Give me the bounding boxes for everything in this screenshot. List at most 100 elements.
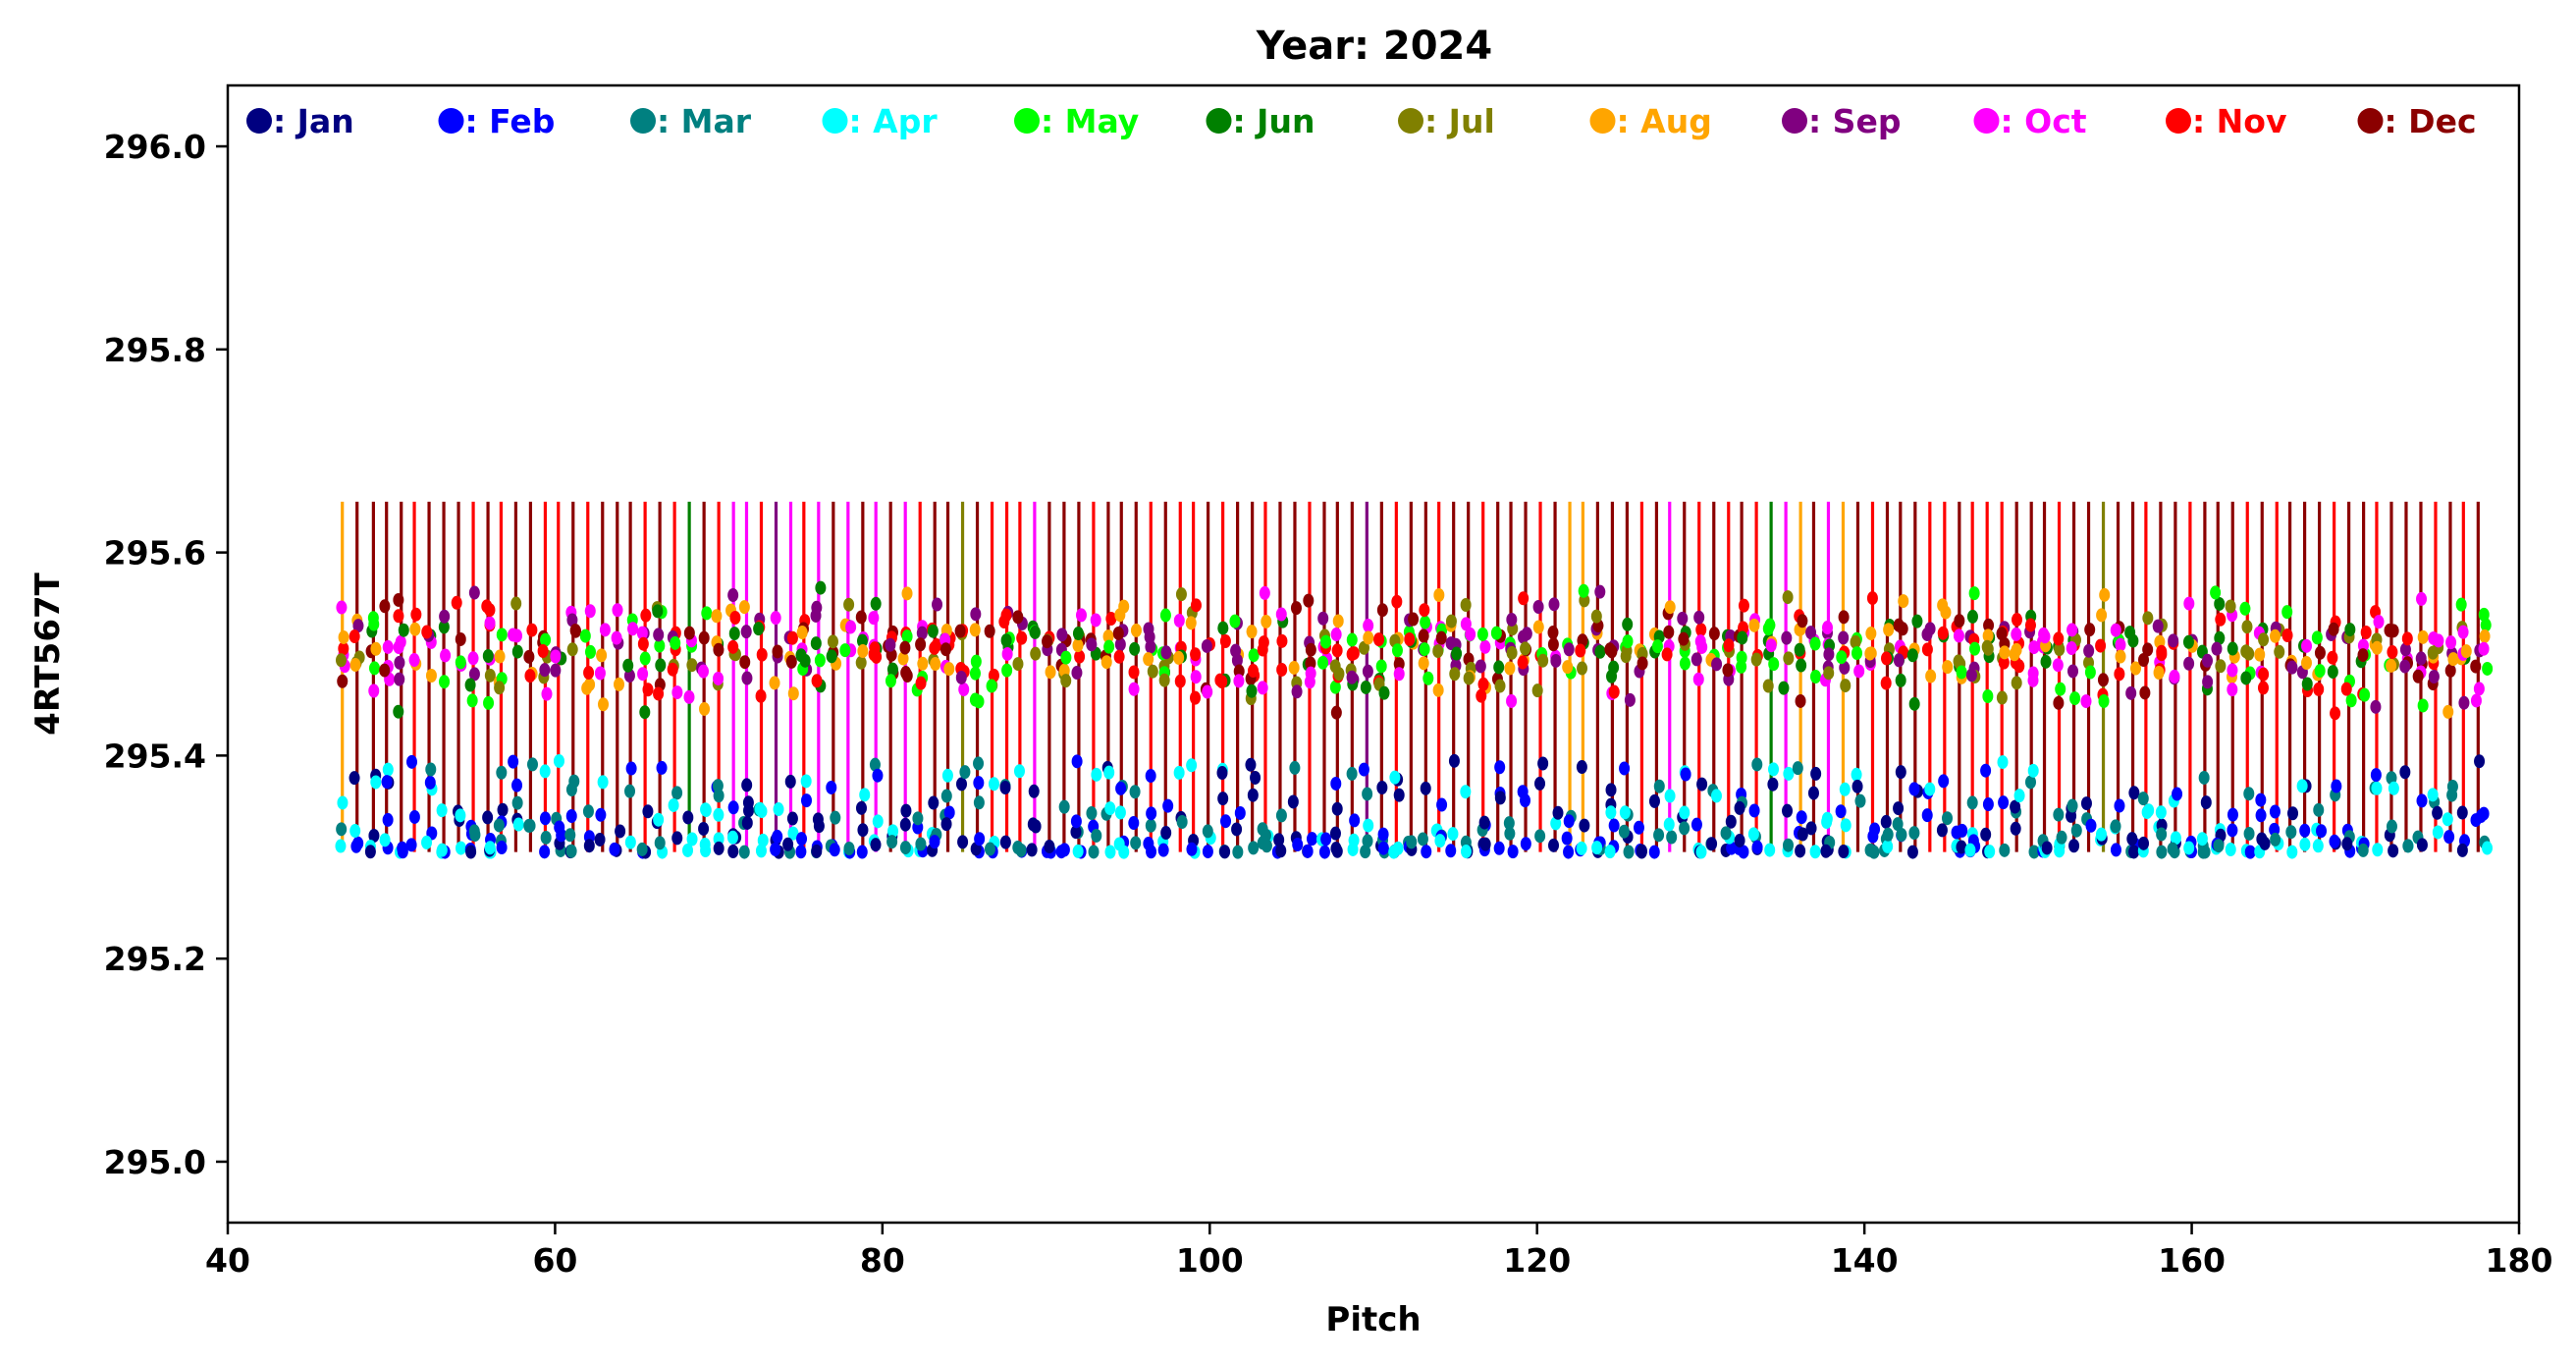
data-point (2202, 675, 2214, 689)
data-point (2054, 642, 2066, 657)
chart-title: Year: 2024 (1256, 24, 1492, 69)
data-point (984, 624, 995, 638)
data-point (974, 832, 986, 847)
data-point (2386, 658, 2397, 673)
data-point (2286, 660, 2298, 675)
data-point (999, 835, 1011, 849)
data-point (929, 835, 940, 849)
data-point (1663, 817, 1675, 832)
data-point (2066, 641, 2077, 656)
data-point (338, 641, 349, 656)
data-point (1503, 816, 1515, 831)
data-point (1216, 766, 1228, 781)
data-point (624, 835, 636, 849)
data-point (868, 611, 880, 626)
data-point (494, 649, 506, 664)
data-point (1695, 845, 1707, 859)
data-point (2027, 666, 2039, 681)
data-point (2299, 823, 2311, 838)
data-point (2040, 654, 2052, 669)
data-point (1291, 684, 1303, 699)
data-point (624, 784, 636, 798)
data-point (1796, 658, 1807, 673)
data-point (2183, 841, 2195, 855)
legend-label: : Jan (273, 102, 354, 140)
data-point (2243, 787, 2255, 801)
data-point (2328, 622, 2339, 636)
data-point (1606, 669, 1618, 683)
data-point (2156, 827, 2168, 842)
data-point (497, 802, 509, 817)
data-point (1605, 783, 1617, 797)
data-point (2156, 644, 2168, 659)
data-point (1306, 832, 1317, 847)
data-point (2009, 647, 2020, 662)
data-point (436, 843, 448, 857)
data-point (1925, 669, 1937, 683)
data-point (1479, 639, 1491, 654)
data-point (1537, 653, 1549, 668)
data-point (1965, 668, 1977, 683)
data-point (2478, 641, 2490, 656)
data-point (1618, 824, 1630, 839)
data-point (1029, 625, 1041, 639)
data-point (540, 830, 552, 845)
data-point (1547, 637, 1559, 652)
plot-frame (226, 83, 2521, 1225)
data-point (1552, 805, 1564, 820)
legend-marker (1398, 108, 1423, 134)
data-point (1072, 638, 1084, 653)
data-point (1305, 666, 1316, 681)
data-point (1358, 640, 1369, 655)
data-point (1330, 842, 1342, 856)
data-point (1839, 782, 1851, 796)
data-point (566, 613, 578, 628)
data-point (397, 845, 408, 859)
data-point (2370, 699, 2382, 714)
data-point (773, 802, 784, 817)
data-point (2084, 665, 2096, 680)
data-point (1604, 845, 1616, 859)
data-point (1579, 818, 1590, 833)
data-point (738, 600, 750, 615)
data-point (1853, 664, 1865, 679)
data-point (1663, 625, 1675, 639)
data-point (870, 838, 882, 852)
data-point (1563, 642, 1575, 657)
data-point (814, 653, 826, 668)
data-point (1128, 682, 1140, 696)
data-point (625, 761, 637, 776)
data-point (1624, 692, 1636, 707)
data-point (943, 662, 955, 677)
data-point (2243, 826, 2255, 841)
data-point (829, 843, 840, 857)
data-point (959, 765, 971, 780)
data-point (1475, 659, 1486, 674)
data-point (712, 779, 724, 793)
data-point (970, 607, 982, 622)
data-point (1968, 586, 1980, 601)
data-point (1734, 833, 1745, 847)
data-point (2085, 818, 2097, 833)
data-point (1765, 638, 1777, 653)
legend-marker (630, 108, 656, 134)
data-point (1851, 767, 1862, 782)
data-point (1465, 627, 1476, 641)
data-point (2198, 770, 2210, 785)
data-point (697, 664, 709, 679)
y-tick-label: 296.0 (104, 128, 206, 166)
data-point (785, 654, 797, 669)
data-point (1360, 845, 1371, 859)
data-point (1577, 661, 1588, 676)
data-point (1318, 845, 1330, 859)
data-point (2285, 825, 2297, 840)
data-point (1881, 651, 1893, 666)
data-point (2110, 819, 2121, 834)
data-point (424, 775, 436, 790)
data-point (1807, 786, 1819, 800)
data-point (845, 620, 857, 634)
data-point (537, 644, 549, 659)
data-point (726, 830, 738, 845)
data-point (1160, 645, 1172, 660)
data-point (2011, 627, 2022, 641)
